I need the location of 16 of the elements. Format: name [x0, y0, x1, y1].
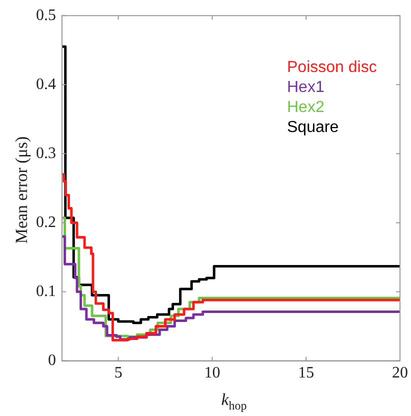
y-axis-title: Mean error (μs) [12, 136, 32, 244]
text: Hex2 [287, 99, 324, 116]
text: Square [287, 119, 339, 136]
y-tick-label: 0.4 [36, 76, 56, 93]
text: Hex1 [287, 79, 324, 96]
y-tick-label: 0.2 [36, 214, 56, 231]
x-tick-label: 5 [114, 364, 122, 382]
x-tick-label: 10 [204, 364, 220, 382]
y-tick-label: 0.3 [36, 144, 56, 162]
x-tick-label: 15 [298, 364, 314, 382]
text: Poisson disc [287, 59, 377, 76]
x-axis-title: k$_{hop}$ [221, 390, 247, 414]
x-tick-label: 20 [392, 364, 408, 382]
y-tick-label: 0.1 [36, 282, 56, 300]
y-tick-label: 0.5 [36, 6, 56, 24]
y-tick-label: 0 [48, 352, 56, 370]
